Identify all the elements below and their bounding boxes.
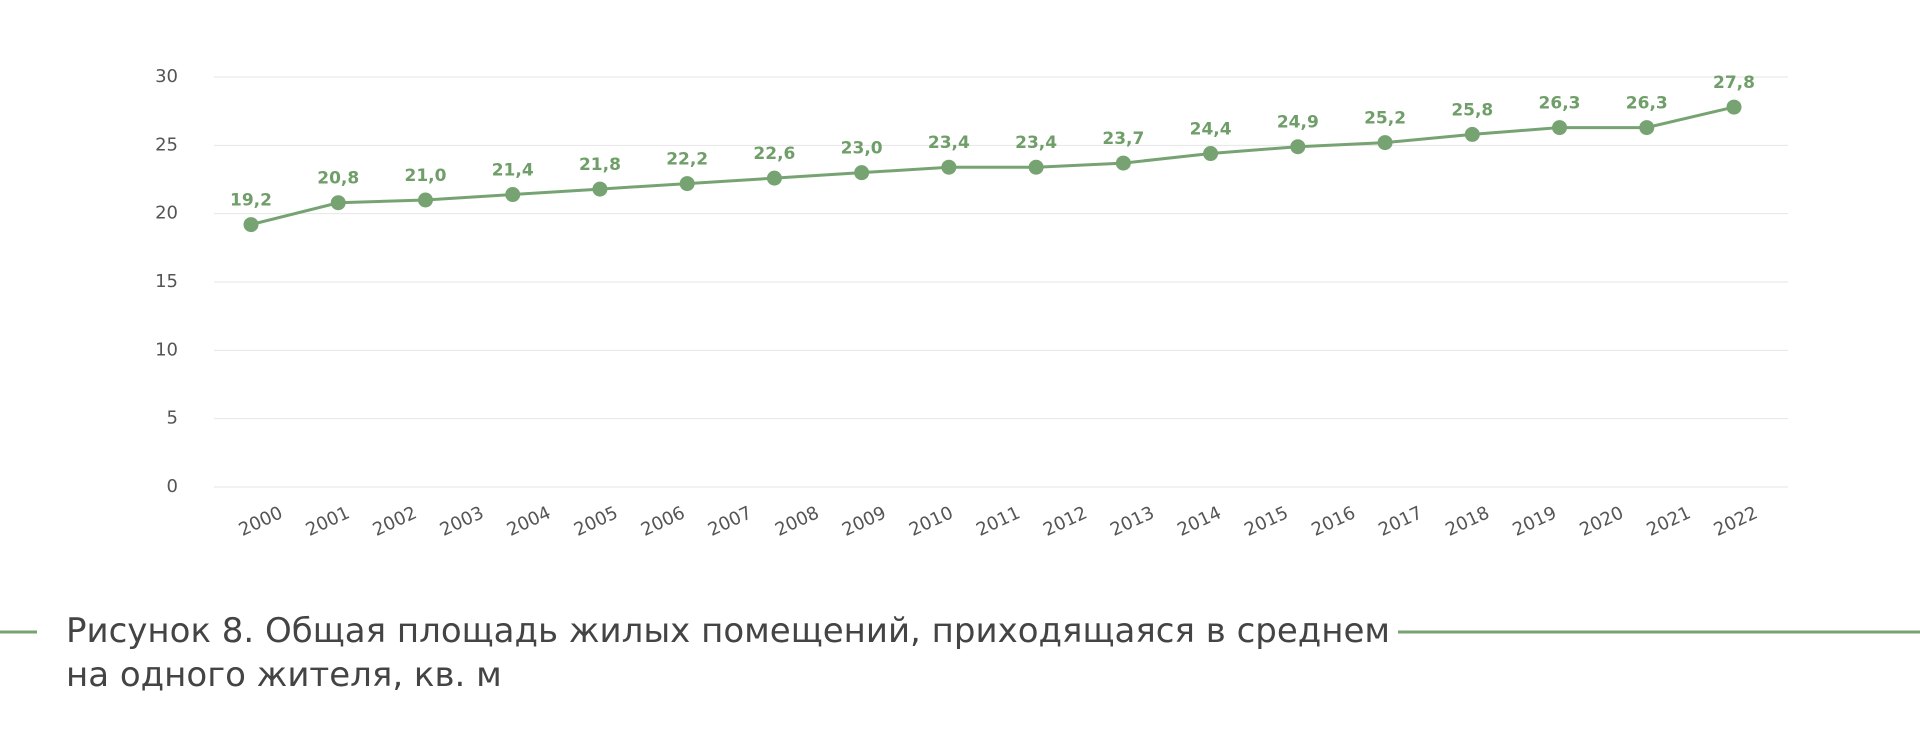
y-tick-label: 30	[155, 66, 178, 87]
y-tick-label: 15	[155, 271, 178, 292]
point	[1028, 159, 1044, 175]
value-label: 23,4	[928, 133, 970, 153]
value-label: 23,4	[1015, 133, 1057, 153]
x-tick-label: 2020	[1577, 502, 1627, 540]
point	[417, 192, 433, 208]
y-tick-label: 10	[155, 339, 178, 360]
x-tick-label: 2002	[370, 502, 420, 540]
value-label: 21,8	[579, 155, 621, 175]
point	[330, 195, 346, 211]
value-label: 22,6	[753, 144, 795, 164]
value-label: 21,4	[492, 161, 534, 181]
x-tick-label: 2021	[1644, 502, 1694, 540]
point	[1552, 120, 1568, 136]
x-tick-label: 2015	[1241, 502, 1291, 540]
x-tick-label: 2007	[705, 502, 755, 540]
point	[1726, 99, 1742, 115]
caption: Рисунок 8. Общая площадь жилых помещений…	[66, 611, 1390, 651]
value-label: 19,2	[230, 191, 272, 211]
point	[679, 176, 695, 192]
x-tick-label: 2013	[1107, 502, 1157, 540]
value-label: 21,0	[404, 166, 446, 186]
x-tick-label: 2022	[1711, 502, 1761, 540]
x-tick-label: 2018	[1442, 502, 1492, 540]
point	[1203, 146, 1219, 162]
point	[592, 181, 608, 197]
x-tick-label: 2001	[303, 502, 353, 540]
x-tick-label: 2006	[638, 502, 688, 540]
x-tick-label: 2016	[1308, 502, 1358, 540]
value-label: 26,3	[1626, 94, 1668, 114]
point	[505, 187, 521, 203]
y-tick-label: 25	[155, 134, 178, 155]
x-tick-label: 2009	[839, 502, 889, 540]
value-label: 26,3	[1539, 94, 1581, 114]
value-label: 23,7	[1102, 129, 1144, 149]
y-tick-label: 5	[167, 408, 178, 429]
x-tick-label: 2004	[504, 502, 554, 540]
x-tick-label: 2017	[1375, 502, 1425, 540]
value-label: 20,8	[317, 169, 359, 189]
value-label: 25,8	[1451, 100, 1493, 120]
value-label: 22,2	[666, 150, 708, 170]
x-tick-label: 2011	[973, 502, 1023, 540]
line	[250, 105, 1735, 227]
value-label: 23,0	[841, 139, 883, 159]
x-tick-label: 2019	[1509, 502, 1559, 540]
value-label: 27,8	[1713, 73, 1755, 93]
y-tick-label: 0	[167, 476, 178, 497]
point	[1464, 126, 1480, 142]
point	[1639, 120, 1655, 136]
value-label: 24,4	[1190, 120, 1232, 140]
value-label: 24,9	[1277, 113, 1319, 133]
x-tick-label: 2010	[906, 502, 956, 540]
point	[1377, 135, 1393, 151]
x-tick-label: 2003	[437, 502, 487, 540]
point	[243, 217, 259, 233]
point	[941, 159, 957, 175]
point	[1290, 139, 1306, 155]
x-tick-label: 2014	[1174, 502, 1224, 540]
caption: на одного жителя, кв. м	[66, 655, 502, 695]
point	[1115, 155, 1131, 171]
point	[766, 170, 782, 186]
value-label: 25,2	[1364, 109, 1406, 129]
x-tick-label: 2012	[1040, 502, 1090, 540]
x-tick-label: 2008	[772, 502, 822, 540]
point	[854, 165, 870, 181]
x-tick-label: 2005	[571, 502, 621, 540]
x-tick-label: 2000	[236, 502, 286, 540]
y-tick-label: 20	[155, 203, 178, 224]
